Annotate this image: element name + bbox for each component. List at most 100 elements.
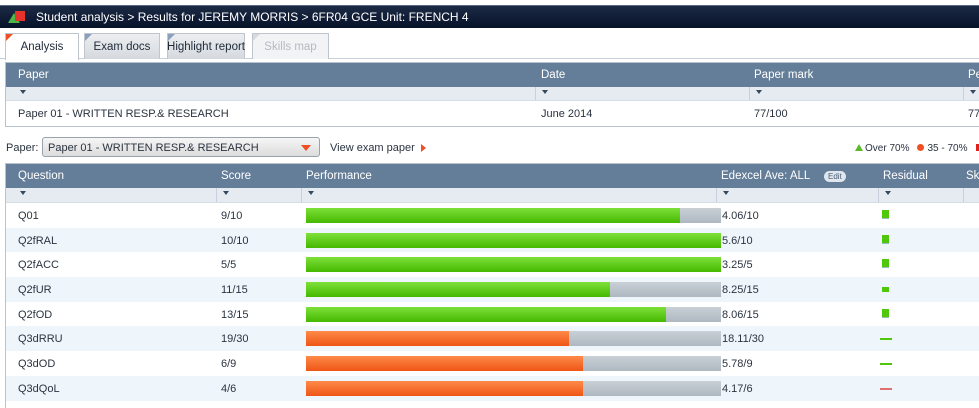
- filter-icon[interactable]: [723, 191, 729, 195]
- triangle-icon: [855, 144, 863, 151]
- tab-label: Exam docs: [94, 41, 151, 53]
- view-exam-paper-label: View exam paper: [330, 142, 415, 154]
- table-row[interactable]: Q2fOD 13/15 8.06/15: [6, 302, 979, 327]
- arrow-right-icon: [421, 144, 426, 152]
- filter-icon[interactable]: [542, 90, 548, 94]
- square-icon: [976, 144, 979, 151]
- performance-fill: [306, 257, 721, 272]
- performance-fill: [306, 331, 569, 346]
- score: 4/6: [221, 383, 236, 395]
- col-residual[interactable]: Residual: [883, 170, 928, 182]
- question-id: Q3dOD: [18, 358, 55, 370]
- table-row[interactable]: Q3dQoL 4/6 4.17/6: [6, 376, 979, 401]
- question-table: Question Score Performance Edexcel Ave: …: [5, 163, 979, 408]
- tab-label: Skills map: [264, 41, 316, 53]
- filter-icon[interactable]: [756, 90, 762, 94]
- breadcrumb: Student analysis > Results for JEREMY MO…: [36, 10, 469, 24]
- col-performance[interactable]: Performance: [306, 170, 372, 182]
- view-exam-paper-link[interactable]: View exam paper: [330, 142, 426, 154]
- table-row[interactable]: Q2fUR 11/15 8.25/15: [6, 277, 979, 302]
- table-row[interactable]: Q3dRRU 19/30 18.11/30: [6, 326, 979, 351]
- residual-marker: [882, 210, 889, 219]
- performance-fill: [306, 307, 666, 322]
- question-table-header: Question Score Performance Edexcel Ave: …: [6, 164, 979, 188]
- paper-pe: 77: [968, 108, 979, 120]
- residual-marker: [882, 309, 889, 318]
- question-id: Q2fACC: [18, 259, 59, 271]
- col-paper[interactable]: Paper: [18, 69, 49, 81]
- app-logo-icon: [8, 10, 26, 24]
- question-id: Q01: [18, 210, 39, 222]
- col-date[interactable]: Date: [541, 69, 565, 81]
- performance-fill: [306, 233, 721, 248]
- edit-button[interactable]: Edit: [824, 171, 846, 182]
- residual-marker: [880, 388, 892, 390]
- filter-icon[interactable]: [223, 191, 229, 195]
- tab-skills-map: Skills map: [252, 33, 329, 59]
- filter-icon[interactable]: [885, 191, 891, 195]
- legend: Over 70% 35 - 70%: [855, 143, 979, 154]
- edexcel-average: 4.06/10: [722, 210, 759, 222]
- performance-bar: [306, 233, 721, 248]
- tab-analysis[interactable]: Analysis: [5, 33, 79, 60]
- question-id: Q2fUR: [18, 284, 52, 296]
- score: 9/10: [221, 210, 242, 222]
- performance-bar: [306, 307, 721, 322]
- residual-marker: [880, 338, 892, 340]
- paper-select-value: Paper 01 - WRITTEN RESP.& RESEARCH: [48, 142, 259, 154]
- dropdown-arrow-icon: [301, 145, 311, 151]
- title-bar: Student analysis > Results for JEREMY MO…: [0, 5, 979, 28]
- performance-fill: [306, 208, 680, 223]
- tab-highlight-report[interactable]: Highlight report: [167, 33, 245, 59]
- edexcel-average: 8.06/15: [722, 309, 759, 321]
- question-filter-row: [6, 188, 979, 203]
- performance-bar: [306, 208, 721, 223]
- col-edexcel-ave[interactable]: Edexcel Ave: ALL: [721, 170, 810, 182]
- paper-date: June 2014: [541, 108, 592, 120]
- filter-icon[interactable]: [308, 191, 314, 195]
- paper-table: Paper Date Paper mark Pe Paper 01 - WRIT…: [5, 62, 979, 127]
- performance-bar: [306, 381, 721, 396]
- legend-item-35-70: 35 - 70%: [917, 143, 967, 154]
- edexcel-average: 5.78/9: [722, 358, 753, 370]
- table-row[interactable]: Q01 9/10 4.06/10: [6, 203, 979, 228]
- residual-marker: [882, 235, 889, 244]
- residual-marker: [882, 259, 889, 268]
- legend-label: 35 - 70%: [927, 143, 967, 154]
- col-score[interactable]: Score: [221, 170, 251, 182]
- filter-icon[interactable]: [20, 191, 26, 195]
- legend-label: Over 70%: [865, 143, 909, 154]
- question-id: Q2fOD: [18, 309, 52, 321]
- paper-table-header: Paper Date Paper mark Pe: [6, 63, 979, 87]
- score: 11/15: [221, 284, 248, 296]
- paper-row[interactable]: Paper 01 - WRITTEN RESP.& RESEARCH June …: [6, 101, 979, 127]
- paper-select[interactable]: Paper 01 - WRITTEN RESP.& RESEARCH: [42, 137, 320, 157]
- col-pe[interactable]: Pe: [968, 69, 979, 81]
- paper-name: Paper 01 - WRITTEN RESP.& RESEARCH: [18, 108, 229, 120]
- circle-icon: [917, 144, 924, 151]
- performance-bar: [306, 331, 721, 346]
- residual-marker: [880, 363, 892, 365]
- score: 10/10: [221, 235, 249, 247]
- col-paper-mark[interactable]: Paper mark: [754, 69, 813, 81]
- edexcel-average: 18.11/30: [722, 333, 764, 345]
- performance-fill: [306, 356, 583, 371]
- performance-fill: [306, 381, 583, 396]
- legend-item-over-70: Over 70%: [855, 143, 909, 154]
- score: 13/15: [221, 309, 249, 321]
- filter-icon[interactable]: [970, 90, 976, 94]
- col-sk[interactable]: Sk: [966, 170, 979, 182]
- paper-mark: 77/100: [754, 108, 788, 120]
- table-row[interactable]: Q3dOD 6/9 5.78/9: [6, 351, 979, 376]
- edexcel-average: 8.25/15: [722, 284, 759, 296]
- edexcel-average: 4.17/6: [722, 383, 753, 395]
- paper-filter-row: [6, 87, 979, 101]
- table-row[interactable]: Q2fACC 5/5 3.25/5: [6, 252, 979, 277]
- table-row[interactable]: Q2fRAL 10/10 5.6/10: [6, 228, 979, 253]
- filter-icon[interactable]: [20, 90, 26, 94]
- performance-fill: [306, 282, 610, 297]
- tab-exam-docs[interactable]: Exam docs: [84, 33, 160, 59]
- col-question[interactable]: Question: [18, 170, 64, 182]
- question-id: Q3dQoL: [18, 383, 60, 395]
